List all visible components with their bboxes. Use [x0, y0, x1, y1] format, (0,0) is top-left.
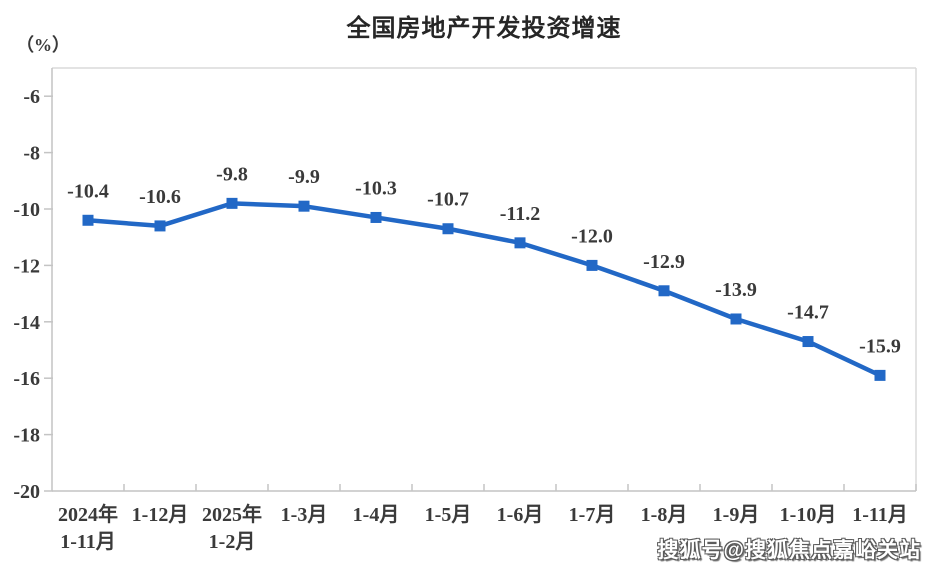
y-axis-tick-label: -14 — [13, 312, 40, 334]
data-point-label: -9.8 — [216, 163, 248, 185]
data-point-label: -12.0 — [571, 225, 613, 247]
data-point-marker — [802, 336, 814, 348]
y-axis-tick-label: -18 — [13, 425, 40, 447]
x-axis-label: 2025年 — [202, 502, 262, 526]
x-axis-label: 1-8月 — [641, 504, 688, 526]
data-point-marker — [586, 259, 598, 271]
data-point-label: -10.6 — [139, 186, 181, 208]
data-point-label: -13.9 — [715, 279, 757, 301]
data-point-marker — [442, 223, 454, 235]
chart-title: 全国房地产开发投资增速 — [346, 15, 622, 42]
data-point-marker — [370, 211, 382, 223]
x-axis-label: 2024年 — [58, 502, 118, 526]
y-axis-tick-label: -20 — [13, 481, 40, 503]
data-point-marker — [298, 200, 310, 212]
y-axis-tick-label: -8 — [23, 143, 40, 165]
x-axis-label: 1-10月 — [780, 504, 837, 526]
data-point-label: -12.9 — [643, 251, 685, 273]
series-line — [85, 201, 883, 378]
data-point-marker — [154, 220, 166, 232]
data-point-marker — [82, 214, 94, 226]
y-axis-tick-label: -16 — [13, 368, 40, 390]
x-axis-label: 1-4月 — [353, 504, 400, 526]
y-axis-tick-label: -10 — [13, 199, 40, 221]
x-axis-label: 1-5月 — [425, 504, 472, 526]
x-axis-label: 1-9月 — [713, 504, 760, 526]
x-axis-label: 1-11月 — [852, 504, 908, 526]
y-axis-tick-label: -12 — [13, 255, 40, 277]
y-axis-unit-label: （%） — [16, 35, 70, 55]
x-axis-label: 1-2月 — [209, 531, 256, 553]
data-point-label: -9.9 — [288, 166, 320, 188]
data-point-label: -10.7 — [427, 189, 469, 211]
data-point-marker — [658, 285, 670, 297]
x-axis-label: 1-11月 — [60, 531, 116, 553]
data-point-label: -10.3 — [355, 177, 397, 199]
data-point-marker — [514, 237, 526, 249]
y-axis-tick-label: -6 — [23, 86, 40, 108]
data-point-label: -11.2 — [500, 203, 541, 225]
watermark-text: 搜狐号@搜狐焦点嘉峪关站 — [657, 539, 921, 562]
x-axis-label: 1-12月 — [132, 504, 189, 526]
x-axis-label: 1-3月 — [281, 504, 328, 526]
data-point-marker — [226, 197, 238, 209]
data-point-label: -10.4 — [67, 180, 109, 202]
data-point-marker — [730, 313, 742, 325]
data-point-label: -14.7 — [787, 302, 829, 324]
data-point-label: -15.9 — [859, 335, 901, 357]
x-axis-label: 1-6月 — [497, 504, 544, 526]
data-point-marker — [874, 369, 886, 381]
x-axis-label: 1-7月 — [569, 504, 616, 526]
